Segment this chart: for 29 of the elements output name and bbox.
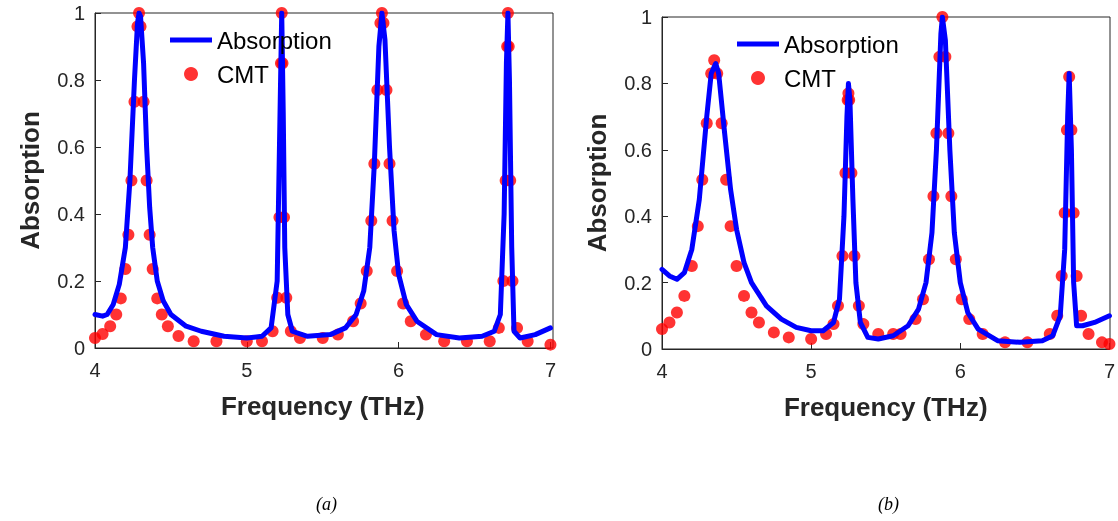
x-tick-label: 6 bbox=[393, 359, 405, 381]
y-tick-label: 0.8 bbox=[57, 69, 85, 91]
y-tick-label: 0 bbox=[640, 338, 652, 360]
y-tick-label: 0 bbox=[73, 337, 85, 359]
legend-label: Absorption bbox=[784, 30, 899, 58]
y-tick-label: 0.4 bbox=[624, 205, 652, 228]
y-axis-title: Absorption bbox=[15, 111, 45, 250]
y-axis-title: Absorption bbox=[582, 113, 612, 253]
x-tick-label: 5 bbox=[805, 360, 817, 382]
legend-label: CMT bbox=[217, 60, 270, 88]
y-tick-label: 0.4 bbox=[57, 203, 85, 225]
y-tick-label: 1 bbox=[73, 2, 85, 24]
legend-label: CMT bbox=[784, 64, 837, 92]
y-tick-label: 0.2 bbox=[624, 271, 652, 294]
x-axis-title: Frequency (THz) bbox=[783, 392, 988, 422]
text: (b) bbox=[878, 494, 899, 515]
x-tick-label: 7 bbox=[544, 359, 556, 381]
x-tick-label: 4 bbox=[89, 359, 101, 381]
text: (a) bbox=[316, 494, 337, 515]
y-tick-label: 1 bbox=[640, 6, 652, 28]
y-tick-label: 0.6 bbox=[57, 136, 85, 158]
x-tick-label: 5 bbox=[241, 359, 253, 381]
y-tick-label: 0.8 bbox=[624, 72, 652, 95]
x-tick-label: 6 bbox=[954, 360, 966, 382]
y-tick-label: 0.6 bbox=[624, 138, 652, 161]
y-tick-label: 0.2 bbox=[57, 270, 85, 292]
x-axis-title: Frequency (THz) bbox=[220, 391, 425, 421]
x-tick-label: 4 bbox=[656, 360, 668, 382]
x-tick-label: 7 bbox=[1103, 360, 1115, 382]
